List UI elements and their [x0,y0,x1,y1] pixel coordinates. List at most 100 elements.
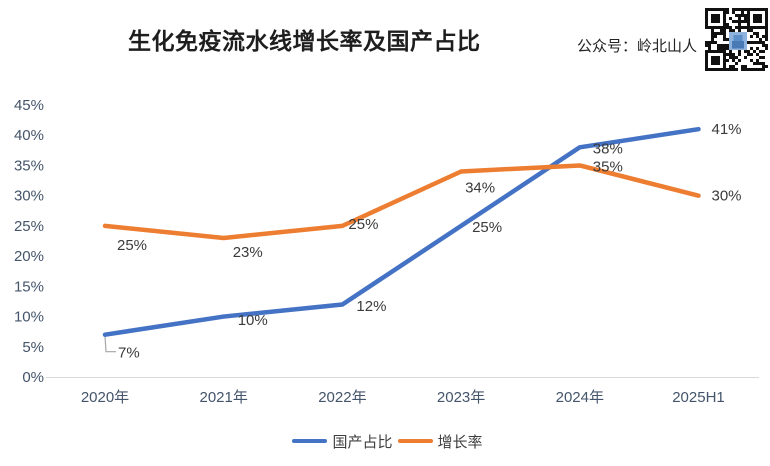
qr-module [705,44,708,47]
qr-module [738,8,741,11]
publisher-label: 公众号：岭北山人 [577,38,698,55]
qr-module [717,32,720,35]
y-axis-label: 0% [22,369,44,386]
qr-module [765,44,768,47]
series-line-0 [102,126,701,337]
qr-module [732,20,735,23]
qr-module [729,65,732,68]
x-axis-label: 2021年 [200,389,248,406]
qr-module [750,47,753,50]
qr-module [720,47,723,50]
qr-module [717,44,720,47]
qr-module [726,8,729,11]
qr-module [726,59,729,62]
qr-module [729,29,732,32]
qr-module [762,50,765,53]
qr-module [708,44,711,47]
qr-module [744,56,747,59]
qr-module [735,62,738,65]
data-label: 41% [712,121,742,138]
data-label: 10% [238,312,268,329]
qr-module [738,20,741,23]
qr-module [711,32,714,35]
qr-module [741,68,744,71]
qr-module [720,29,723,32]
qr-module [741,65,744,68]
x-axis-label: 2020年 [81,389,129,406]
data-label: 38% [593,140,623,157]
qr-module [750,41,753,44]
qr-module [735,56,738,59]
qr-module [762,68,765,71]
qr-module [738,14,741,17]
y-axis-label: 40% [14,127,44,144]
qr-module [738,17,741,20]
qr-module [723,38,726,41]
x-axis-label: 2023年 [437,389,485,406]
data-label: 25% [117,237,147,254]
qr-module [735,68,738,71]
qr-module [723,29,726,32]
qr-module [765,35,768,38]
qr-module [729,53,732,56]
qr-module [711,38,714,41]
x-axis-label: 2022年 [318,389,366,406]
y-axis-label: 10% [14,309,44,326]
qr-module [729,50,732,53]
qr-module [732,65,735,68]
qr-module [753,14,762,23]
y-axis-label: 5% [22,339,44,356]
legend-item-domestic-share: 国产占比 [287,431,393,452]
qr-module [738,23,741,26]
legend-label-domestic-share: 国产占比 [332,433,393,451]
data-label: 30% [712,188,742,205]
series-line-1 [102,163,701,241]
qr-module [750,59,753,62]
data-label: 12% [356,298,386,315]
qr-module [726,47,729,50]
y-axis-label: 30% [14,188,44,205]
qr-module [720,32,723,35]
qr-module [732,68,735,71]
qr-code-icon [705,8,768,71]
qr-module [732,11,735,14]
qr-module [744,14,747,17]
qr-module [714,41,717,44]
qr-module [711,35,714,38]
qr-module [726,38,729,41]
qr-module [756,68,759,71]
qr-module [726,44,729,47]
qr-module [711,29,714,32]
legend-label-growth-rate: 增长率 [437,433,483,451]
qr-module [714,32,717,35]
qr-module [729,68,732,71]
qr-module [756,59,759,62]
legend-swatch-orange-line [397,438,433,444]
qr-module [726,23,729,26]
qr-module [762,62,765,65]
data-label: 35% [593,158,623,175]
qr-module [744,68,747,71]
data-label: 23% [233,244,263,261]
y-axis-label: 25% [14,218,44,235]
qr-module [711,41,714,44]
qr-module [733,35,743,41]
qr-module [711,56,720,65]
chart-title: 生化免疫流水线增长率及国产占比 [128,28,481,54]
qr-module [744,50,747,53]
qr-module [735,20,738,23]
qr-module [765,32,768,35]
qr-module [726,11,729,14]
qr-module [747,50,750,53]
qr-module [753,41,756,44]
qr-module [759,56,762,59]
qr-module [735,14,738,17]
qr-module [744,8,747,11]
qr-module [756,41,759,44]
qr-module [765,47,768,50]
qr-module [735,26,738,29]
x-axis-label: 2025H1 [672,389,725,406]
qr-module [723,47,726,50]
qr-module [759,38,762,41]
qr-module [732,8,735,11]
